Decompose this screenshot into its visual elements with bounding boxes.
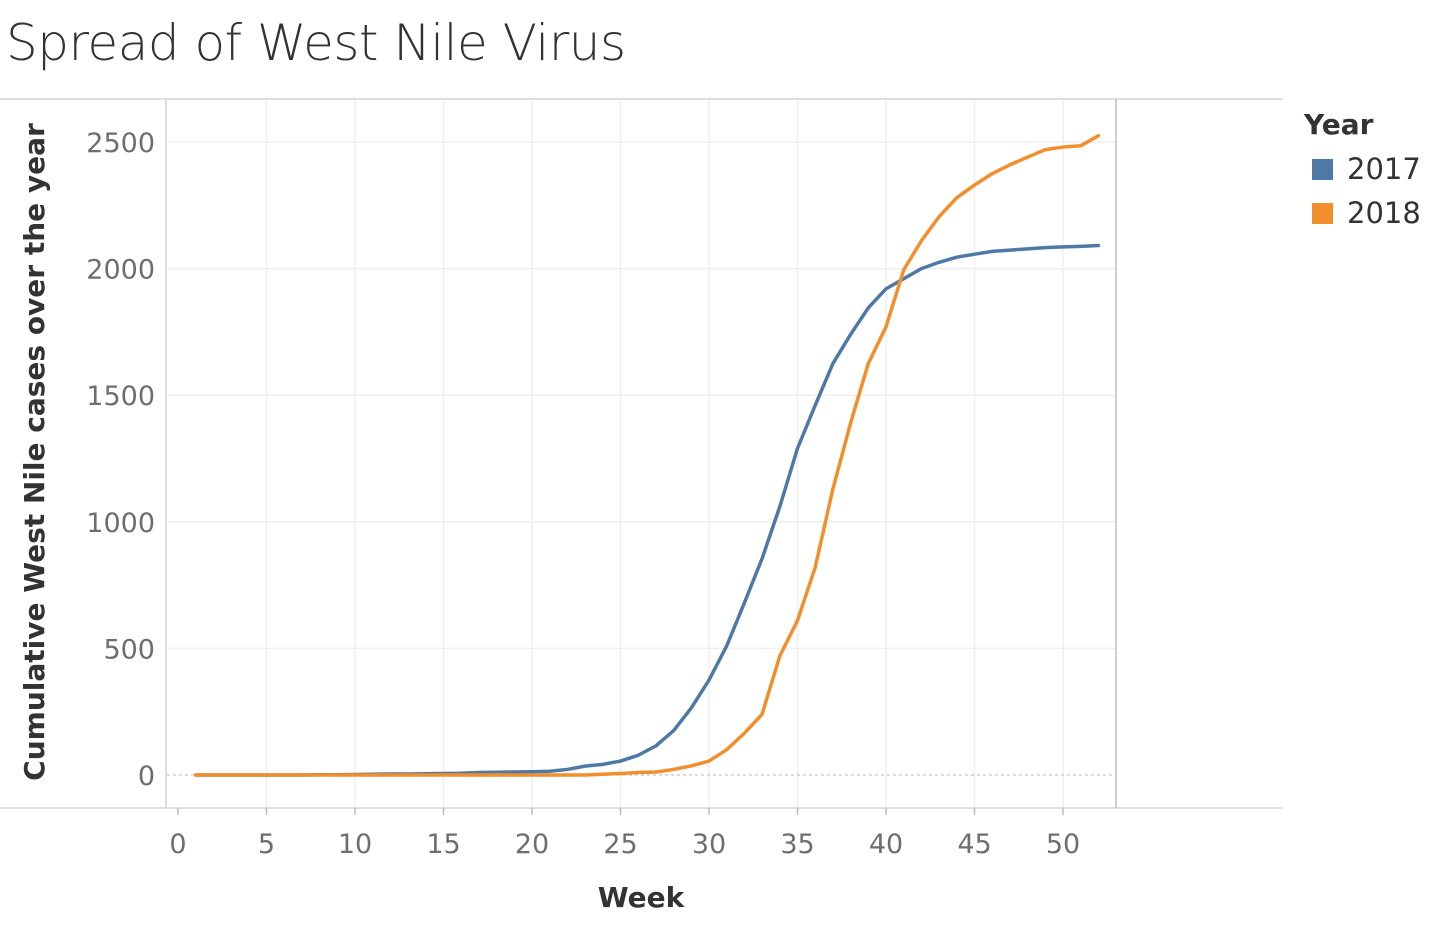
y-axis-ticks: 0 500 1000 1500 2000 2500 [86,128,155,792]
y-tick-label-2000: 2000 [86,255,155,286]
legend-item-2017[interactable]: 2017 [1304,147,1421,191]
x-tick-label-0: 0 [169,829,186,860]
series-line-2018[interactable] [193,133,1101,777]
legend-label-2018: 2018 [1347,196,1421,230]
series-line-2017[interactable] [193,243,1101,777]
x-tick-label-45: 45 [957,829,991,860]
x-axis-ticks: 0 5 10 15 20 25 30 35 40 45 50 [169,808,1080,860]
y-axis-title: Cumulative West Nile cases over the year [18,123,51,781]
x-tick-label-40: 40 [869,829,903,860]
legend-label-2017: 2017 [1347,152,1421,186]
y-tick-label-500: 500 [103,634,155,665]
x-tick-label-25: 25 [603,829,637,860]
x-tick-label-35: 35 [780,829,814,860]
gridlines [167,100,1115,807]
legend: Year 2017 2018 [1304,108,1421,235]
chart-title: Spread of West Nile Virus [6,14,626,72]
chart-frame [0,98,1283,809]
x-tick-label-20: 20 [515,829,549,860]
y-tick-label-0: 0 [138,761,155,792]
legend-title: Year [1304,108,1374,141]
legend-swatch-2017 [1312,158,1333,180]
x-tick-label-5: 5 [258,829,275,860]
x-tick-label-50: 50 [1046,829,1080,860]
x-axis-title: Week [598,881,686,914]
legend-swatch-2018 [1312,202,1333,224]
y-tick-label-2500: 2500 [86,128,155,159]
x-tick-label-15: 15 [426,829,460,860]
x-tick-label-10: 10 [338,829,372,860]
y-tick-label-1500: 1500 [86,381,155,412]
series-lines [193,133,1101,777]
y-tick-label-1000: 1000 [86,508,155,539]
legend-item-2018[interactable]: 2018 [1304,191,1421,235]
x-tick-label-30: 30 [692,829,726,860]
